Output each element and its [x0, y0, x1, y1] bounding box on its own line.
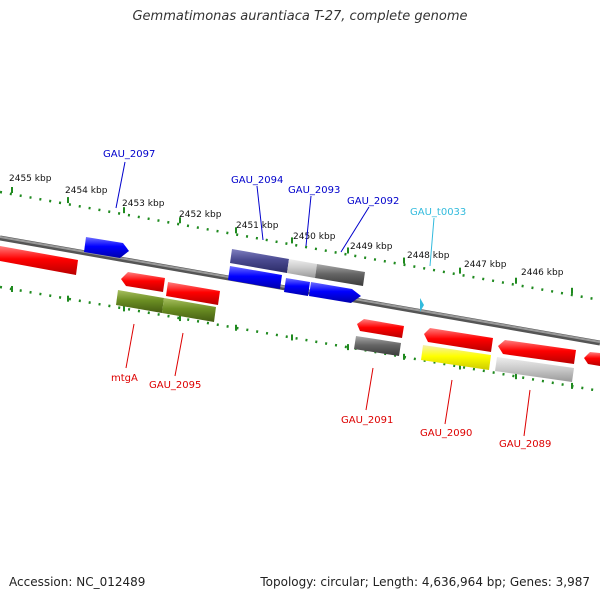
ruler-line-outer: [0, 190, 600, 302]
gene-box-gau-2090[interactable]: [421, 345, 491, 370]
ruler-line-inner: [0, 285, 600, 393]
gene-label[interactable]: GAU_2090: [420, 428, 472, 439]
gene-arrow-gau-2097[interactable]: [84, 237, 129, 258]
gene-label[interactable]: GAU_2097: [103, 149, 155, 160]
gene-arrow-gau-2091[interactable]: [357, 319, 404, 338]
gene-box-gau-2089[interactable]: [495, 357, 574, 382]
gene-arrow-red-small[interactable]: [121, 272, 165, 292]
leader-gau-2095: [174, 332, 184, 377]
gene-label[interactable]: GAU_2091: [341, 415, 393, 426]
gene-box-gau-2091-dark[interactable]: [354, 336, 401, 356]
gene-arrow-blue-b[interactable]: [284, 278, 310, 296]
leader-gau-t0033: [429, 217, 435, 267]
gene-arrow-red-mid[interactable]: [166, 282, 220, 305]
trna-marker-gau-t0033[interactable]: [420, 298, 424, 312]
ruler-label: 2454 kbp: [65, 186, 108, 196]
ruler-label: 2450 kbp: [293, 232, 336, 242]
ruler-label: 2451 kbp: [236, 221, 279, 231]
ruler-ticks: [11, 187, 573, 389]
gene-arrow-gau-2089[interactable]: [498, 340, 576, 364]
reverse-features: [116, 290, 600, 382]
label-leaders: [115, 161, 531, 437]
ruler-label: 2447 kbp: [464, 260, 507, 270]
gene-arrow-blue-c[interactable]: [309, 282, 361, 303]
ruler-label: 2449 kbp: [350, 242, 393, 252]
topology-label: Topology: circular; Length: 4,636,964 bp…: [260, 575, 590, 589]
leader-gau-2093: [305, 195, 312, 247]
leader-gau-2094: [256, 185, 264, 241]
gene-labels: GAU_2097 GAU_2094 GAU_2093 GAU_2092 GAU_t003…: [103, 149, 551, 450]
gene-label[interactable]: GAU_2092: [347, 196, 399, 207]
gene-label[interactable]: GAU_2095: [149, 380, 201, 391]
ruler: 2455 kbp 2454 kbp 2453 kbp 2452 kbp 2451 kbp…: [0, 174, 600, 393]
ruler-label: 2452 kbp: [179, 210, 222, 220]
ruler-label: 2455 kbp: [9, 174, 52, 184]
gene-label[interactable]: GAU_t0033: [410, 207, 466, 218]
leader-mtga: [125, 323, 135, 369]
gene-label[interactable]: GAU_2089: [499, 439, 551, 450]
leader-gau-2097: [115, 161, 126, 209]
gene-label[interactable]: mtgA: [111, 373, 138, 384]
gene-box-gau-2094[interactable]: [230, 249, 289, 273]
map-title: Gemmatimonas aurantiaca T-27, complete g…: [132, 9, 468, 24]
leader-gau-2092: [340, 206, 370, 253]
gene-box-gau-2092[interactable]: [315, 264, 365, 286]
ruler-labels: 2455 kbp 2454 kbp 2453 kbp 2452 kbp 2451 kbp…: [9, 174, 564, 278]
gene-arrow-red-edge[interactable]: [584, 352, 600, 366]
accession-label: Accession: NC_012489: [9, 575, 146, 589]
leader-gau-2090: [444, 379, 453, 425]
forward-features: [0, 237, 424, 312]
gene-box-gau-2095[interactable]: [162, 298, 216, 322]
gene-label[interactable]: GAU_2093: [288, 185, 340, 196]
gene-label[interactable]: GAU_2094: [231, 175, 283, 186]
ruler-label: 2453 kbp: [122, 199, 165, 209]
gene-arrow-blue-a[interactable]: [228, 266, 282, 289]
gene-arrow-red[interactable]: [0, 246, 78, 275]
gene-box-gau-2093[interactable]: [287, 259, 317, 278]
ruler-label: 2448 kbp: [407, 251, 450, 261]
gene-arrow-gau-2090[interactable]: [424, 328, 493, 352]
gene-box-mtga[interactable]: [116, 290, 164, 313]
leader-gau-2091: [365, 367, 374, 411]
leader-gau-2089: [523, 389, 531, 437]
ruler-label: 2446 kbp: [521, 268, 564, 278]
